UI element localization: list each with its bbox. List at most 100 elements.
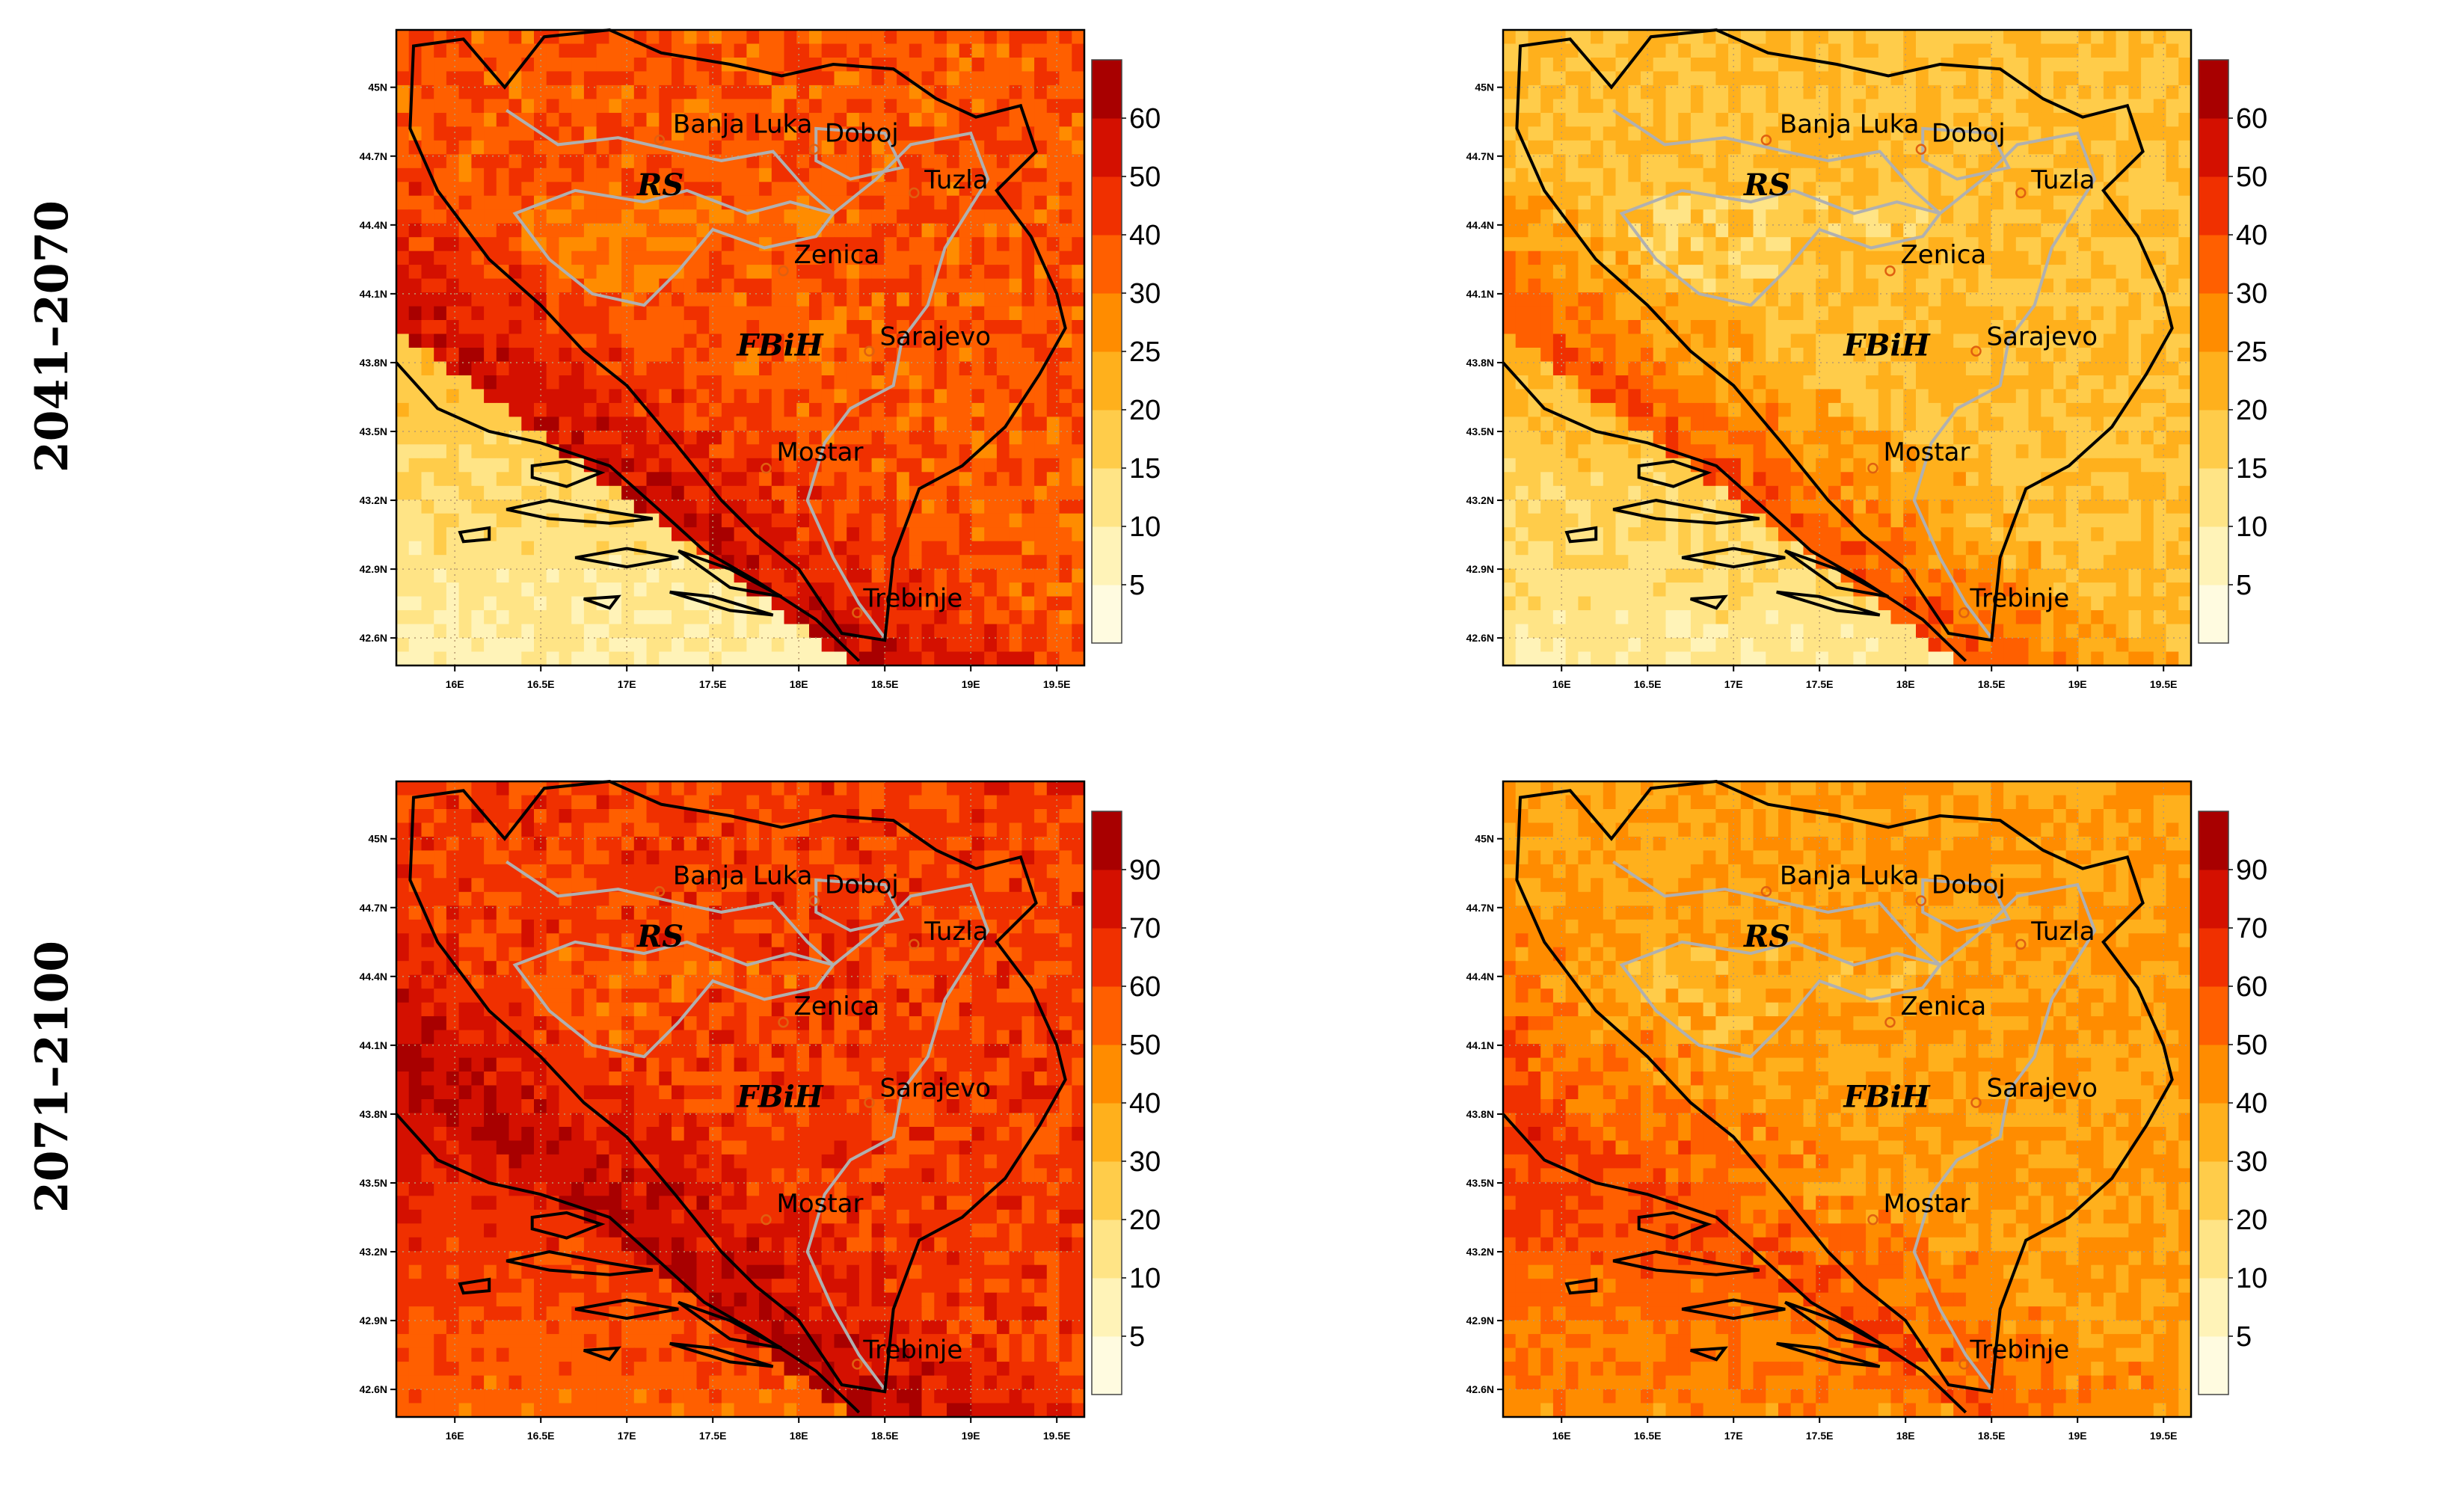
map-frame [395, 28, 1086, 667]
city-label: Mostar [777, 1189, 864, 1219]
colorbar-label: 60 [2236, 971, 2267, 1003]
entity-boundary [1612, 860, 2097, 1391]
lat-tick-label: 43.8N [360, 1108, 387, 1120]
lon-tick-label: 16E [1552, 1430, 1571, 1442]
city-marker [909, 187, 920, 199]
island-outline-1 [1612, 499, 1760, 525]
colorbar-label: 30 [2236, 278, 2267, 310]
lat-tick-label: 44.1N [1466, 288, 1494, 300]
city-marker [864, 345, 875, 357]
lat-tick-label: 44.4N [360, 971, 387, 983]
city-marker [778, 1016, 789, 1028]
lat-tick-label: 45N [1475, 833, 1494, 845]
lat-tick-label: 42.9N [1466, 1315, 1494, 1326]
city-label: Mostar [1884, 1189, 1970, 1219]
city-marker [1915, 895, 1927, 906]
city-label: Sarajevo [1987, 1074, 2098, 1104]
colorbar-label: 20 [1129, 1205, 1161, 1236]
coastline [395, 361, 861, 662]
map-panel-bottom-right: Banja Luka Doboj Tuzla Zenica Sarajevo Mostar… [1451, 774, 2273, 1462]
colorbar-label: 40 [1129, 220, 1161, 251]
city-marker [852, 1359, 863, 1370]
lon-tick-label: 18E [790, 678, 808, 690]
lat-tick-label: 45N [1475, 82, 1494, 93]
city-marker [1760, 135, 1772, 146]
colorbar-label: 10 [1129, 511, 1161, 543]
colorbar-label: 10 [2236, 1263, 2267, 1294]
city-marker [1970, 1097, 1982, 1108]
island-outline-4 [1776, 1341, 1881, 1368]
colorbar-label: 50 [2236, 1030, 2267, 1061]
map-panel-bottom-left: Banja Luka Doboj Tuzla Zenica Sarajevo Mostar… [344, 774, 1167, 1462]
lat-tick-label: 43.2N [360, 494, 387, 506]
colorbar-label: 10 [2236, 511, 2267, 543]
island-outline-5 [1564, 526, 1598, 544]
island-outline-0 [530, 459, 606, 488]
island-outline-4 [669, 590, 774, 617]
lat-tick-label: 42.6N [1466, 1383, 1494, 1395]
colorbar-label: 30 [1129, 278, 1161, 310]
city-label: Zenica [794, 240, 880, 270]
city-label: Zenica [794, 991, 880, 1021]
lon-tick-label: 18.5E [871, 678, 899, 690]
entity-boundary-loop [512, 940, 836, 1059]
lon-tick-label: 19E [2068, 678, 2087, 690]
region-label: FBiH [736, 328, 823, 363]
map-top-left: Banja Luka Doboj Tuzla Zenica Sarajevo Mostar… [360, 28, 1161, 690]
lat-tick-label: 44.7N [360, 902, 387, 914]
region-label: FBiH [1843, 328, 1930, 363]
lon-tick-label: 19.5E [1043, 1430, 1071, 1442]
city-label: Tuzla [2030, 165, 2095, 195]
lat-tick-label: 42.6N [360, 1383, 387, 1395]
island-outline-3 [1784, 1300, 1890, 1350]
colorbar-label: 10 [1129, 1263, 1161, 1294]
city-marker [1958, 607, 1970, 618]
city-marker [1915, 144, 1927, 155]
lon-tick-label: 17E [618, 1430, 636, 1442]
colorbar-label: 30 [2236, 1146, 2267, 1178]
island-outline-2 [1681, 1298, 1786, 1320]
lat-tick-label: 44.1N [360, 1039, 387, 1051]
map-bottom-right: Banja Luka Doboj Tuzla Zenica Sarajevo Mostar… [1466, 779, 2267, 1442]
lon-tick-label: 19.5E [2150, 678, 2178, 690]
entity-boundary-doboj [814, 126, 905, 181]
colorbar-label: 50 [1129, 162, 1161, 193]
lon-tick-label: 16.5E [1634, 678, 1662, 690]
country-border [1515, 779, 2174, 1394]
lon-tick-label: 16E [446, 1430, 464, 1442]
lat-tick-label: 45N [368, 833, 387, 845]
city-label: Banja Luka [1780, 861, 1920, 891]
island-outline-3 [1784, 549, 1890, 598]
lon-tick-label: 16.5E [1634, 1430, 1662, 1442]
colorbar-label: 90 [2236, 855, 2267, 886]
lon-tick-label: 18E [1896, 1430, 1915, 1442]
colorbar-label: 5 [1129, 570, 1145, 601]
lat-tick-label: 43.5N [1466, 1177, 1494, 1189]
colorbar: 5 10 15 20 25 30 40 50 60 [1091, 59, 1161, 644]
value-grid [1503, 781, 2192, 1418]
city-label: Zenica [1901, 240, 1987, 270]
island-outline-6 [1690, 594, 1728, 610]
lon-tick-label: 18.5E [1978, 678, 2006, 690]
city-label: Trebinje [862, 1335, 962, 1365]
city-label: Tuzla [924, 165, 988, 195]
city-marker [808, 895, 820, 906]
lat-tick-label: 42.6N [360, 632, 387, 644]
region-label: RS [1743, 919, 1790, 954]
colorbar-label: 25 [2236, 336, 2267, 368]
city-label: Doboj [825, 870, 899, 900]
island-outline-6 [583, 594, 621, 610]
colorbar-label: 70 [1129, 913, 1161, 944]
city-label: Doboj [1932, 119, 2006, 149]
colorbar-label: 90 [1129, 855, 1161, 886]
island-outline-2 [1681, 547, 1786, 569]
city-marker [761, 1214, 772, 1226]
city-marker [1958, 1359, 1970, 1370]
region-label: FBiH [1843, 1080, 1930, 1115]
city-label: Mostar [1884, 437, 1970, 467]
island-outline-3 [678, 1300, 783, 1350]
island-outline-5 [458, 526, 491, 544]
lat-tick-label: 43.8N [1466, 1108, 1494, 1120]
row-label-2071-2100: 2071–2100 [26, 941, 79, 1213]
city-marker [778, 265, 789, 277]
